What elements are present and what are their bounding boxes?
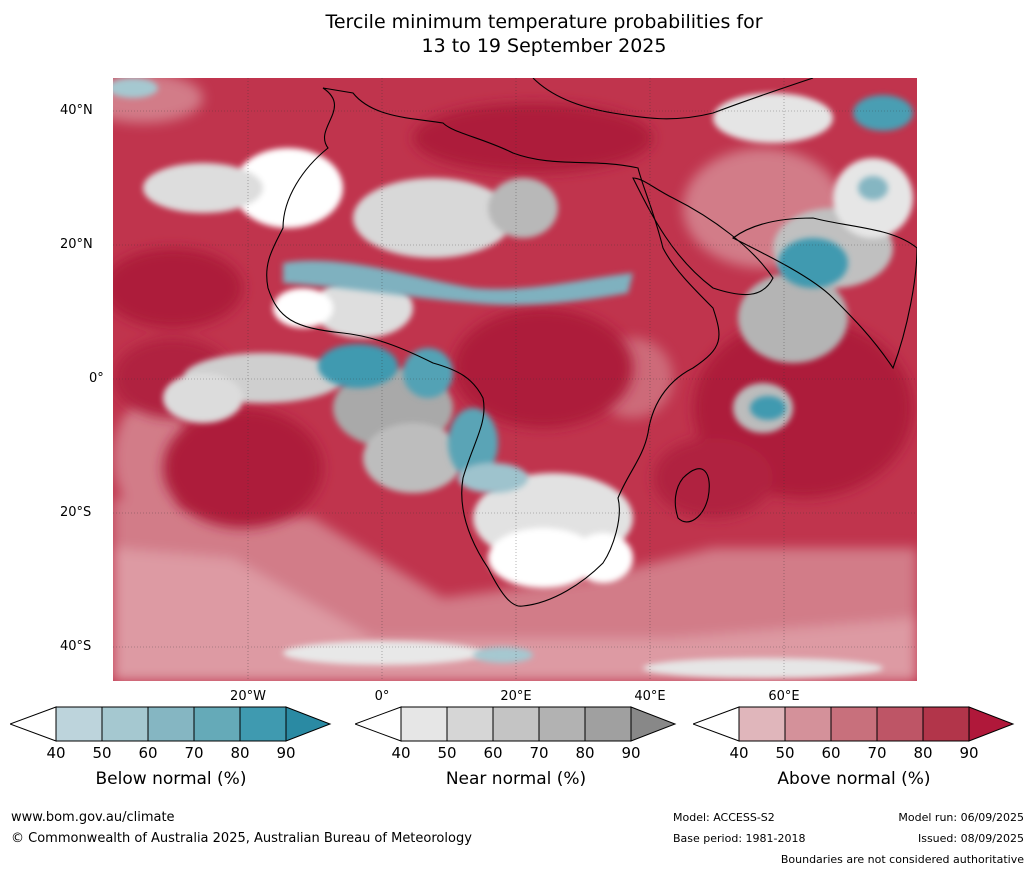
lat-label-20n: 20°N bbox=[60, 237, 93, 252]
cb1-tick: 80 bbox=[575, 744, 595, 762]
colorbar-segment bbox=[446, 706, 494, 742]
map-title: Tercile minimum temperature probabilitie… bbox=[0, 10, 1035, 58]
cb1-tick: 70 bbox=[529, 744, 549, 762]
graticule bbox=[113, 78, 917, 681]
footer-url: www.bom.gov.au/climate bbox=[11, 810, 175, 825]
colorbar-segment bbox=[400, 706, 448, 742]
cb0-tick: 70 bbox=[184, 744, 204, 762]
cb0-tick: 40 bbox=[46, 744, 66, 762]
title-line-1: Tercile minimum temperature probabilitie… bbox=[325, 11, 763, 33]
cb2-tick: 50 bbox=[775, 744, 795, 762]
cb2-tick: 60 bbox=[821, 744, 841, 762]
colorbar-segment bbox=[147, 706, 195, 742]
lon-label-0: 0° bbox=[374, 689, 390, 704]
cb0-tick: 80 bbox=[230, 744, 250, 762]
above-normal-label: Above normal (%) bbox=[777, 769, 931, 789]
colorbar-segment bbox=[738, 706, 786, 742]
lon-label-20w: 20°W bbox=[230, 689, 266, 704]
cb2-tick: 80 bbox=[913, 744, 933, 762]
footer-model-run: Model run: 06/09/2025 bbox=[898, 811, 1024, 824]
colorbar-segment bbox=[784, 706, 832, 742]
below-normal-colorbar bbox=[10, 706, 332, 742]
coastlines bbox=[266, 78, 917, 607]
colorbar-segment bbox=[492, 706, 540, 742]
footer-base-period: Base period: 1981-2018 bbox=[673, 832, 806, 845]
cb0-tick: 60 bbox=[138, 744, 158, 762]
footer-issued: Issued: 08/09/2025 bbox=[917, 832, 1024, 845]
near-normal-areas bbox=[143, 93, 913, 678]
lon-label-60e: 60°E bbox=[768, 689, 800, 704]
lon-label-40e: 40°E bbox=[634, 689, 666, 704]
colorbar-segment bbox=[55, 706, 103, 742]
above-normal-colorbar bbox=[693, 706, 1015, 742]
footer-model: Model: ACCESS-S2 bbox=[673, 811, 775, 824]
title-line-2: 13 to 19 September 2025 bbox=[421, 35, 667, 57]
colorbar-segment bbox=[876, 706, 924, 742]
lat-label-40s: 40°S bbox=[60, 639, 92, 654]
above-normal-dark-areas bbox=[113, 103, 913, 528]
footer-copyright: © Commonwealth of Australia 2025, Austra… bbox=[11, 831, 472, 846]
cb1-tick: 50 bbox=[437, 744, 457, 762]
cb2-tick: 90 bbox=[959, 744, 979, 762]
colorbar-segment bbox=[239, 706, 287, 742]
near-normal-label: Near normal (%) bbox=[445, 769, 587, 789]
lat-label-40n: 40°N bbox=[60, 103, 93, 118]
colorbar-segment bbox=[193, 706, 241, 742]
below-normal-label: Below normal (%) bbox=[95, 769, 247, 789]
cb1-tick: 60 bbox=[483, 744, 503, 762]
colorbar-segment bbox=[584, 706, 632, 742]
colorbar-segment bbox=[922, 706, 970, 742]
cb0-tick: 90 bbox=[276, 744, 296, 762]
footer-disclaimer: Boundaries are not considered authoritat… bbox=[780, 853, 1024, 866]
cb0-tick: 50 bbox=[92, 744, 112, 762]
lat-label-20s: 20°S bbox=[60, 505, 92, 520]
lat-label-0: 0° bbox=[89, 371, 104, 386]
cb1-tick: 90 bbox=[621, 744, 641, 762]
cb2-tick: 70 bbox=[867, 744, 887, 762]
probability-map bbox=[113, 78, 917, 681]
cb1-tick: 40 bbox=[391, 744, 411, 762]
below-normal-areas bbox=[113, 78, 913, 663]
near-normal-colorbar bbox=[355, 706, 677, 742]
colorbar-segment bbox=[830, 706, 878, 742]
colorbar-segment bbox=[101, 706, 149, 742]
colorbar-segment bbox=[538, 706, 586, 742]
lon-label-20e: 20°E bbox=[500, 689, 532, 704]
cb2-tick: 40 bbox=[729, 744, 749, 762]
